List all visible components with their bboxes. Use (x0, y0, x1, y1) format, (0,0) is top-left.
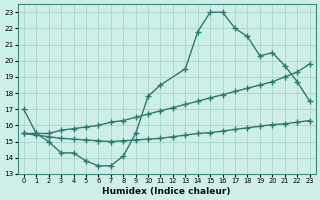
X-axis label: Humidex (Indice chaleur): Humidex (Indice chaleur) (102, 187, 231, 196)
